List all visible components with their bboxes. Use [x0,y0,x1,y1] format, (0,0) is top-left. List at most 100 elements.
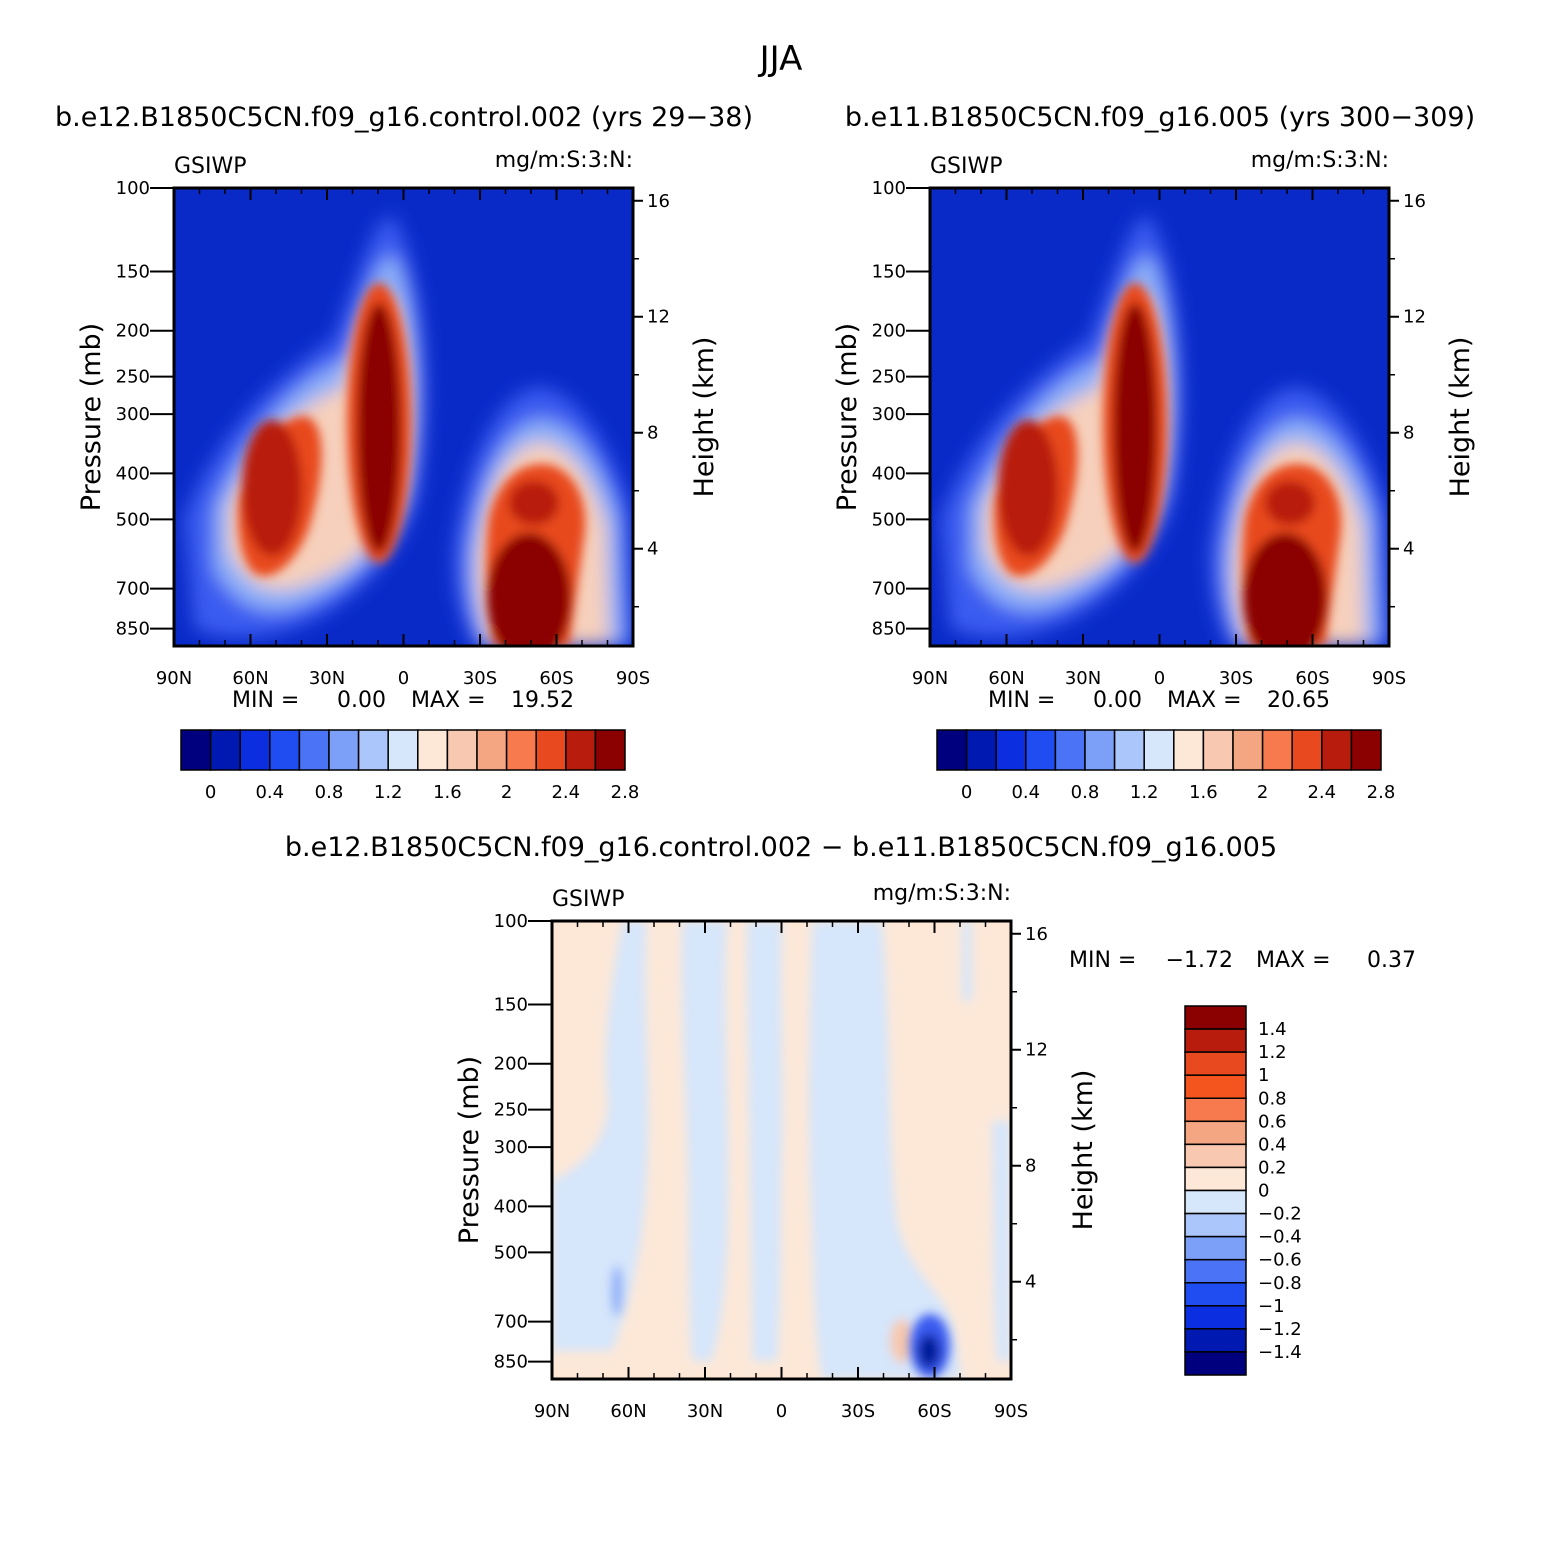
colorbar-swatch [298,729,330,771]
colorbar-swatch [995,729,1027,771]
colorbar-label: 1 [1258,1065,1269,1086]
colorbar-swatch [239,729,271,771]
colorbar-swatch [1184,1028,1247,1053]
colorbar-swatch [1184,1351,1247,1376]
panel-3-htick-label: 16 [1025,924,1048,945]
panel-3-field [552,921,1011,1379]
panel-2-ytick-label: 300 [872,404,906,425]
panel-3-max-value: 0.37 [1367,948,1416,973]
panel-1-max-label: MAX = [411,688,486,713]
panel-1-right-label: mg/m:S:3:N: [495,148,633,173]
panel-2-title: b.e11.B1850C5CN.f09_g16.005 (yrs 300−309… [845,102,1475,133]
colorbar-label: −0.6 [1258,1250,1302,1271]
panel-1-xtick-label: 60N [232,668,268,689]
colorbar-swatch [1202,729,1234,771]
colorbar-swatch [1184,1258,1247,1284]
panel-3-min-value: −1.72 [1166,948,1233,973]
panel-1-ylabel-right: Height (km) [689,337,720,498]
panel-1-xtick-label: 60S [539,668,573,689]
colorbar-swatch [1184,1305,1247,1330]
panel-3-htick-label: 4 [1025,1272,1036,1293]
colorbar-label: −1 [1258,1296,1285,1317]
panel-3-ytick-label: 150 [494,994,528,1015]
colorbar-label: 1.2 [1258,1042,1287,1063]
colorbar-label: 1.4 [1258,1019,1287,1040]
colorbar-swatch [565,729,597,771]
colorbar-label: 0.8 [315,782,344,803]
colorbar-label: 0.2 [1258,1157,1287,1178]
panel-1-ytick-label: 700 [116,579,150,600]
colorbar-label: 2.4 [551,782,580,803]
panel-1-ytick-label: 500 [116,509,150,530]
colorbar-swatch [936,729,968,771]
panel-1-ytick-label: 300 [116,404,150,425]
panel-2-htick-label: 8 [1403,423,1414,444]
panel-1-ytick-label: 100 [116,178,150,199]
panel-2-ytick-label: 700 [872,579,906,600]
colorbar-label: −0.8 [1258,1273,1302,1294]
panel-3-ytick-label: 700 [494,1312,528,1333]
colorbar-label: −0.4 [1258,1227,1302,1248]
colorbar-swatch [269,729,301,771]
colorbar-label: 1.6 [433,782,462,803]
colorbar-swatch [1350,729,1382,771]
colorbar-swatch [1184,1074,1247,1099]
panel-1-min-label: MIN = [232,688,299,713]
colorbar-swatch [1321,729,1353,771]
panel-1-title: b.e12.B1850C5CN.f09_g16.control.002 (yrs… [55,102,753,133]
panel-2-htick-label: 12 [1403,307,1426,328]
panel-3-max-label: MAX = [1256,948,1331,973]
panel-2-xtick-label: 30S [1219,668,1253,689]
colorbar-swatch [1143,729,1175,771]
colorbar-label: 2.4 [1307,782,1336,803]
panel-3-ytick-label: 850 [494,1352,528,1373]
panel-2-xtick-label: 60S [1295,668,1329,689]
panel-2-xtick-label: 90S [1372,668,1406,689]
colorbar-label: 0 [205,782,216,803]
colorbar-swatch [505,729,537,771]
colorbar-swatch [1184,1166,1247,1192]
panel-2-xtick-label: 90N [912,668,948,689]
panel-2-field [930,188,1389,663]
panel-3-ytick-label: 250 [494,1100,528,1121]
panel-2-xtick-label: 0 [1154,668,1165,689]
colorbar-label: 0.4 [1011,782,1040,803]
panel-3-htick-label: 8 [1025,1156,1036,1177]
panel-3-xtick-label: 30N [687,1401,723,1422]
panel-3-min-label: MIN = [1069,948,1136,973]
panel-3-xtick-label: 90S [994,1401,1028,1422]
colorbar-swatch [209,729,241,771]
panel-1-ytick-label: 250 [116,367,150,388]
panel-3: b.e12.B1850C5CN.f09_g16.control.002 − b.… [285,832,1416,1422]
panel-2-min-value: 0.00 [1093,688,1142,713]
colorbar-swatch [594,729,626,771]
colorbar-swatch [387,729,419,771]
panel-1-xtick-label: 90S [616,668,650,689]
panel-1-htick-label: 16 [647,191,670,212]
panel-2-xtick-label: 30N [1065,668,1101,689]
panel-1-ylabel-left: Pressure (mb) [76,323,107,511]
panel-3-htick-label: 12 [1025,1040,1048,1061]
colorbar-swatch [1232,729,1264,771]
colorbar-swatch [1184,1282,1247,1307]
panel-3-colorbar: 1.41.210.80.60.40.20−0.2−0.4−0.6−0.8−1−1… [1184,1005,1302,1376]
colorbar-swatch [1184,1328,1247,1353]
panel-2: b.e11.B1850C5CN.f09_g16.005 (yrs 300−309… [832,102,1476,803]
colorbar-swatch [476,729,508,771]
panel-1: b.e12.B1850C5CN.f09_g16.control.002 (yrs… [55,102,753,803]
panel-2-max-label: MAX = [1167,688,1242,713]
panel-2-ytick-label: 850 [872,619,906,640]
colorbar-swatch [1173,729,1205,771]
colorbar-swatch [1291,729,1323,771]
panel-2-ytick-label: 150 [872,261,906,282]
colorbar-label: −1.2 [1258,1319,1302,1340]
colorbar-swatch [1184,1097,1247,1123]
panel-1-xtick-label: 90N [156,668,192,689]
panel-3-xtick-label: 30S [841,1401,875,1422]
colorbar-label: 0 [1258,1181,1269,1202]
colorbar-label: 2 [501,782,512,803]
panel-1-left-label: GSIWP [174,154,247,179]
panel-1-htick-label: 12 [647,307,670,328]
panel-1-xtick-label: 30N [309,668,345,689]
panel-3-title: b.e12.B1850C5CN.f09_g16.control.002 − b.… [285,832,1277,863]
